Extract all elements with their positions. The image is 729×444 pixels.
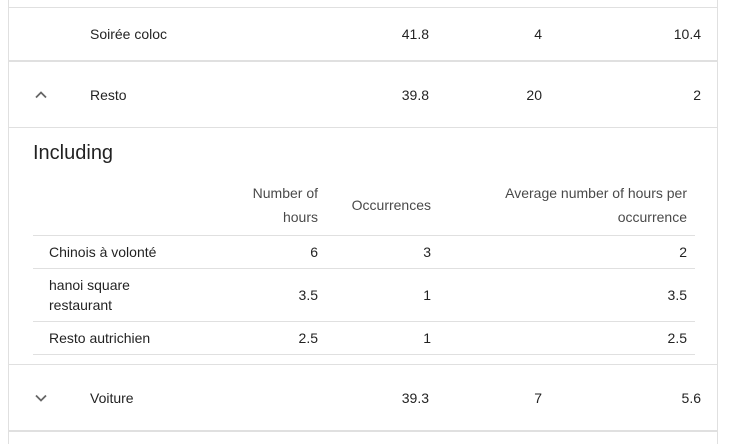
sub-row-avg-hours: 2.5: [667, 330, 687, 346]
sub-table-row: hanoi square restaurant 3.5 1 3.5: [33, 269, 695, 321]
row-hours: 39.3: [401, 389, 429, 406]
table-row[interactable]: Resto 39.8 20 2: [9, 62, 717, 127]
header-avg-line2: occurrence: [617, 209, 687, 225]
row-hours: 39.8: [401, 86, 429, 103]
sub-row-divider: [33, 321, 695, 322]
sub-row-hours: 6: [310, 244, 318, 260]
row-name: Voiture: [90, 389, 134, 406]
categories-panel: Soirée coloc 41.8 4 10.4 Resto 39.8 20 2…: [8, 0, 718, 444]
including-table: Number of hours Occurrences Average numb…: [33, 176, 695, 356]
row-divider: [9, 60, 717, 62]
sub-row-name: hanoi square restaurant: [49, 269, 130, 321]
header-hours-line2: hours: [282, 209, 318, 225]
sub-row-divider: [33, 268, 695, 269]
row-divider: [9, 127, 717, 128]
row-hours: 41.8: [401, 26, 429, 42]
row-avg-hours: 2: [693, 86, 701, 103]
header-occurrences: Occurrences: [351, 197, 431, 213]
chevron-down-icon[interactable]: [31, 365, 51, 430]
row-divider: [9, 430, 717, 432]
row-avg-hours: 5.6: [681, 389, 701, 406]
sub-row-name: Resto autrichien: [49, 330, 151, 346]
row-avg-hours: 10.4: [673, 26, 701, 42]
sub-row-occurrences: 3: [423, 244, 431, 260]
row-top-border: [9, 7, 717, 8]
sub-row-avg-hours: 2: [679, 244, 687, 260]
header-hours-line1: Number of: [252, 185, 318, 201]
including-title: Including: [33, 142, 114, 164]
sub-row-name-line1: hanoi square: [49, 277, 130, 293]
sub-row-avg-hours: 3.5: [667, 287, 687, 303]
header-hours: Number of hours: [253, 181, 318, 229]
sub-row-hours: 3.5: [298, 287, 318, 303]
including-table-header: Number of hours Occurrences Average numb…: [33, 176, 695, 236]
sub-row-hours: 2.5: [298, 330, 318, 346]
table-row[interactable]: Voiture 39.3 7 5.6: [9, 365, 717, 430]
row-name: Soirée coloc: [90, 26, 168, 42]
row-name: Resto: [90, 86, 127, 103]
sub-row-occurrences: 1: [423, 287, 431, 303]
row-occurrences: 4: [534, 26, 542, 42]
sub-row-occurrences: 1: [423, 330, 431, 346]
sub-header-divider: [33, 235, 695, 236]
header-avg-line1: Average number of hours per: [505, 185, 687, 201]
sub-table-row: Resto autrichien 2.5 1 2.5: [33, 322, 695, 354]
sub-row-divider: [33, 354, 695, 355]
sub-table-row: Chinois à volonté 6 3 2: [33, 236, 695, 268]
table-row[interactable]: Soirée coloc 41.8 4 10.4: [9, 8, 717, 60]
row-occurrences: 7: [534, 389, 542, 406]
header-avg-hours: Average number of hours per occurrence: [505, 181, 687, 229]
sub-row-name-line2: restaurant: [49, 297, 113, 313]
chevron-up-icon[interactable]: [31, 62, 51, 127]
row-occurrences: 20: [526, 86, 542, 103]
row-divider: [9, 364, 717, 365]
sub-row-name: Chinois à volonté: [49, 244, 157, 260]
